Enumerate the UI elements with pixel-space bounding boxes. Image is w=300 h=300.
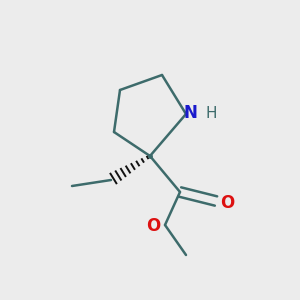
Text: O: O bbox=[220, 194, 235, 211]
Text: H: H bbox=[206, 106, 217, 121]
Text: N: N bbox=[184, 104, 197, 122]
Text: O: O bbox=[146, 217, 160, 235]
